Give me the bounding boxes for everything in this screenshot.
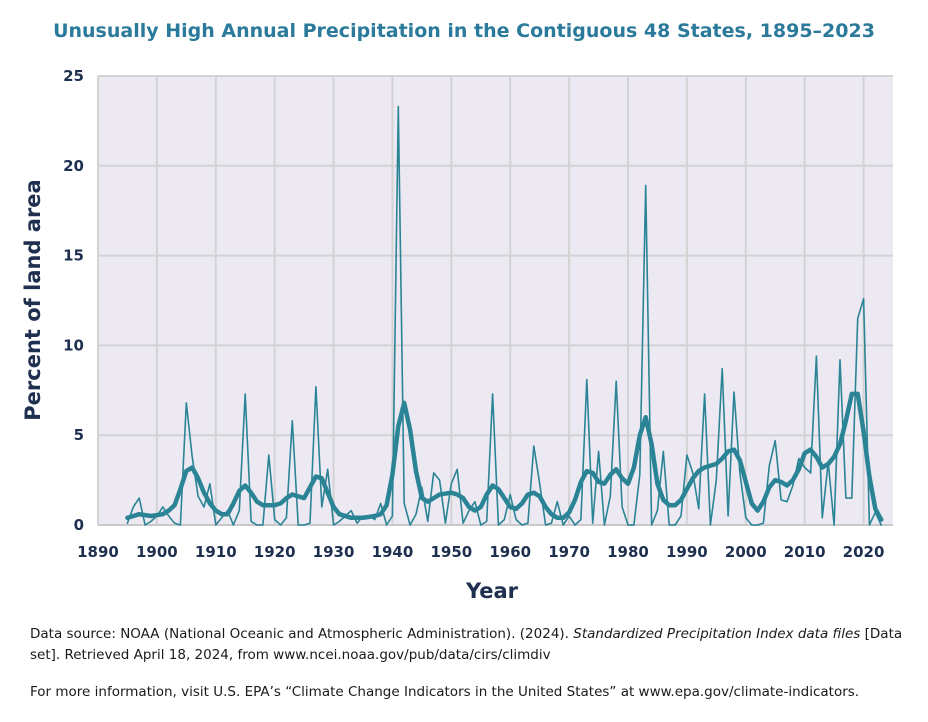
more-info-note: For more information, visit U.S. EPA’s “… (30, 684, 860, 700)
y-tick-label: 20 (63, 157, 84, 175)
x-tick-label: 1900 (136, 543, 178, 561)
x-tick-label: 1970 (548, 543, 590, 561)
y-tick-label: 25 (63, 67, 84, 85)
y-tick-label: 5 (74, 426, 84, 444)
precipitation-chart: 1890 1900 1910 1920 1930 1940 1950 1960 1970 1980… (21, 67, 893, 603)
data-source-note: Data source: NOAA (National Oceanic and … (30, 624, 910, 666)
chart-title: Unusually High Annual Precipitation in t… (53, 20, 875, 42)
x-tick-label: 1960 (489, 543, 531, 561)
smoothed-average-line (125, 391, 884, 522)
grid-lines (97, 75, 893, 526)
y-tick-label: 0 (74, 516, 84, 534)
series-lines (125, 105, 884, 526)
x-tick-label: 1890 (77, 543, 119, 561)
y-tick-label: 15 (63, 247, 84, 265)
source-prefix: Data source: NOAA (National Oceanic and … (30, 626, 574, 642)
x-tick-label: 1980 (607, 543, 649, 561)
source-dataset-title: Standardized Precipitation Index data fi… (573, 626, 861, 642)
tick-labels: 1890 1900 1910 1920 1930 1940 1950 1960 1970 1980… (63, 67, 884, 561)
x-tick-label: 2000 (725, 543, 767, 561)
x-tick-label: 2020 (843, 543, 885, 561)
annual-values-line (126, 105, 883, 526)
y-axis-label: Percent of land area (21, 179, 45, 420)
x-tick-label: 1910 (195, 543, 237, 561)
x-tick-label: 1920 (254, 543, 296, 561)
x-axis-label: Year (465, 579, 519, 603)
x-tick-label: 1930 (313, 543, 355, 561)
x-tick-label: 1990 (666, 543, 708, 561)
source-suffix: [Data set]. Retrieved April 18, 2024, fr… (30, 626, 903, 663)
y-tick-label: 10 (63, 336, 84, 354)
x-tick-label: 1940 (372, 543, 414, 561)
x-tick-label: 1950 (430, 543, 472, 561)
x-tick-label: 2010 (784, 543, 826, 561)
